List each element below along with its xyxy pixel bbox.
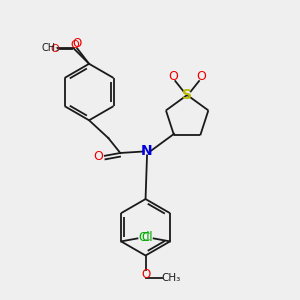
Text: O: O bbox=[141, 268, 150, 281]
Text: O: O bbox=[70, 40, 79, 50]
Text: CH₃: CH₃ bbox=[41, 44, 59, 53]
Text: O: O bbox=[50, 44, 59, 54]
Text: Cl: Cl bbox=[139, 231, 150, 244]
Text: O: O bbox=[196, 70, 206, 83]
Text: O: O bbox=[168, 70, 178, 83]
Text: N: N bbox=[141, 145, 153, 158]
Text: CH₃: CH₃ bbox=[161, 273, 180, 284]
Text: Cl: Cl bbox=[141, 231, 153, 244]
Text: S: S bbox=[182, 88, 192, 102]
Text: O: O bbox=[73, 38, 82, 50]
Text: O: O bbox=[94, 150, 103, 163]
